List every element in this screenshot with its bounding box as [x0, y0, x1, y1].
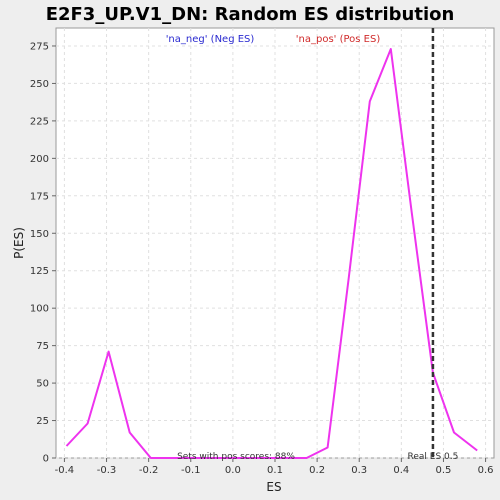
y-tick-label: 25 — [36, 416, 49, 427]
y-tick-label: 125 — [30, 266, 49, 277]
x-tick-label: 0.6 — [478, 465, 494, 476]
y-tick-label: 250 — [30, 79, 49, 90]
x-axis: -0.4 -0.3 -0.2 -0.1 0.0 0.1 0.2 0.3 0.4 0.5 0.6 — [55, 458, 494, 476]
x-tick-label: 0.3 — [351, 465, 367, 476]
series-line — [65, 48, 478, 459]
legend-pos: 'na_pos' (Pos ES) — [296, 34, 381, 45]
series-group — [65, 48, 478, 459]
real-es-label: Real ES 0.5 — [408, 452, 459, 462]
y-axis: 0 25 50 75 100 125 150 175 200 225 250 275 — [30, 41, 56, 465]
x-tick-label: 0.4 — [393, 465, 409, 476]
chart-title: E2F3_UP.V1_DN: Random ES distribution — [46, 4, 455, 25]
y-tick-label: 150 — [30, 229, 49, 240]
x-tick-label: 0.5 — [436, 465, 452, 476]
x-tick-label: -0.3 — [97, 465, 117, 476]
legend-neg: 'na_neg' (Neg ES) — [166, 34, 255, 45]
pos-scores-annotation: Sets with pos scores: 88% — [177, 452, 295, 462]
y-tick-label: 75 — [36, 341, 49, 352]
x-tick-label: 0.0 — [225, 465, 241, 476]
y-tick-label: 275 — [30, 41, 49, 52]
y-axis-label: P(ES) — [12, 227, 26, 259]
x-tick-label: 0.1 — [267, 465, 283, 476]
grid-lines — [56, 28, 494, 459]
y-tick-label: 175 — [30, 191, 49, 202]
plot-area — [55, 27, 495, 459]
x-tick-label: -0.1 — [181, 465, 201, 476]
y-tick-label: 50 — [36, 379, 49, 390]
x-axis-label: ES — [266, 480, 281, 494]
y-tick-label: 100 — [30, 304, 49, 315]
x-tick-label: -0.4 — [55, 465, 75, 476]
y-tick-label: 200 — [30, 154, 49, 165]
y-tick-label: 225 — [30, 116, 49, 127]
x-tick-label: 0.2 — [309, 465, 325, 476]
y-tick-label: 0 — [43, 454, 49, 465]
x-tick-label: -0.2 — [139, 465, 159, 476]
